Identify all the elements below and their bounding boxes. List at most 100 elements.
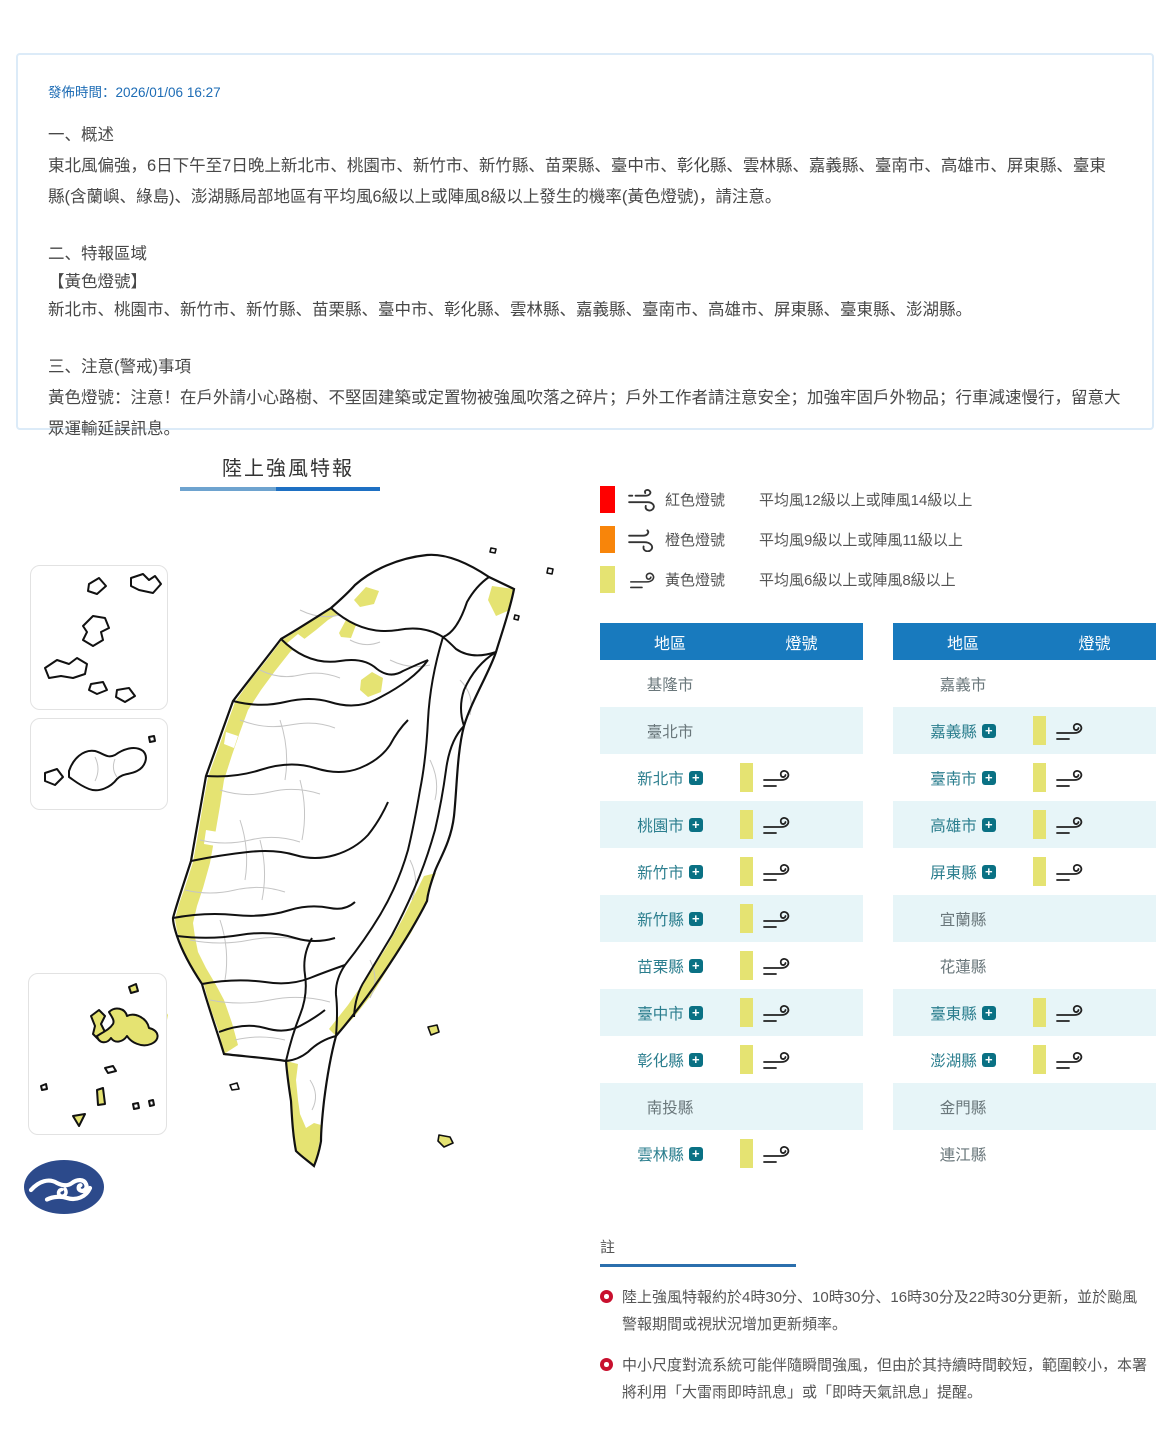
expand-plus-icon[interactable] (981, 1052, 996, 1067)
expand-plus-icon[interactable] (981, 817, 996, 832)
orange-signal-chip (600, 526, 615, 553)
table-row[interactable]: 屏東縣 (893, 848, 1156, 895)
region-name: 基隆市 (646, 676, 694, 694)
publish-time: 發佈時間：2026/01/06 16:27 (48, 85, 221, 100)
wind-icon (763, 1051, 790, 1069)
signal-cell (1033, 716, 1084, 745)
expand-plus-icon[interactable] (688, 1005, 703, 1020)
notes-list: 陸上強風特報約於4時30分、10時30分、16時30分及22時30分更新，並於颱… (600, 1284, 1152, 1420)
yellow-signal-chip (740, 998, 753, 1027)
header-signal: 燈號 (785, 635, 818, 653)
region-name: 嘉義市 (939, 676, 987, 694)
region-name: 雲林縣 (637, 1146, 684, 1164)
table-row[interactable]: 高雄市 (893, 801, 1156, 848)
table-row[interactable]: 苗栗縣 (600, 942, 863, 989)
wind-icon (1056, 722, 1083, 740)
expand-plus-icon[interactable] (981, 723, 996, 738)
signal-cell (1033, 998, 1084, 1027)
table-row[interactable]: 嘉義縣 (893, 707, 1156, 754)
yellow-signal-chip (740, 763, 753, 792)
legend-row-yellow: 黃色燈號 平均風6級以上或陣風8級以上 (600, 566, 972, 593)
table-row[interactable]: 臺中市 (600, 989, 863, 1036)
signal-cell (1033, 1045, 1084, 1074)
map-title: 陸上強風特報 (222, 458, 354, 480)
table-row[interactable]: 澎湖縣 (893, 1036, 1156, 1083)
signal-cell (740, 998, 791, 1027)
region-name: 屏東縣 (930, 864, 977, 882)
note-item: 中小尺度對流系統可能伴隨瞬間強風，但由於其持續時間較短，範圍較小，本署將利用「大… (600, 1352, 1152, 1406)
table-row[interactable]: 新竹縣 (600, 895, 863, 942)
expand-plus-icon[interactable] (981, 1005, 996, 1020)
yellow-signal-chip (740, 1139, 753, 1168)
region-name: 宜蘭縣 (939, 911, 987, 929)
expand-plus-icon[interactable] (688, 958, 703, 973)
wind-icon (763, 769, 790, 787)
expand-plus-icon[interactable] (981, 770, 996, 785)
legend-row-red: 紅色燈號 平均風12級以上或陣風14級以上 (600, 486, 972, 513)
region-name: 連江縣 (939, 1146, 987, 1164)
section3-title: 三、注意(警戒)事項 (48, 357, 191, 376)
medium-wind-icon (628, 528, 656, 552)
expand-plus-icon[interactable] (688, 864, 703, 879)
table-row[interactable]: 桃園市 (600, 801, 863, 848)
table-header: 地區 燈號 (600, 623, 863, 660)
wind-icon (763, 1004, 790, 1022)
cwa-logo (24, 1160, 104, 1214)
legend-label: 橙色燈號 (665, 532, 726, 549)
signal-cell (740, 904, 791, 933)
expand-plus-icon[interactable] (688, 1052, 703, 1067)
strong-wind-icon (628, 488, 656, 512)
table-row[interactable]: 臺南市 (893, 754, 1156, 801)
section1-body: 東北風偏強，6日下午至7日晚上新北市、桃園市、新竹市、新竹縣、苗栗縣、臺中市、彰… (48, 157, 1106, 207)
expand-plus-icon[interactable] (688, 911, 703, 926)
wind-icon (1056, 1051, 1083, 1069)
signal-cell (740, 857, 791, 886)
region-name: 金門縣 (939, 1099, 987, 1117)
region-name: 臺北市 (646, 723, 694, 741)
section2-body: 新北市、桃園市、新竹市、新竹縣、苗栗縣、臺中市、彰化縣、雲林縣、嘉義縣、臺南市、… (48, 301, 972, 320)
signal-cell (1033, 810, 1084, 839)
township-boundaries (184, 609, 472, 1111)
expand-plus-icon[interactable] (688, 770, 703, 785)
wind-icon (763, 816, 790, 834)
section3-body: 黃色燈號：注意！在戶外請小心路樹、不堅固建築或定置物被強風吹落之碎片；戶外工作者… (48, 388, 1121, 438)
table-row[interactable]: 彰化縣 (600, 1036, 863, 1083)
section1-title: 一、概述 (48, 126, 114, 144)
legend-label: 紅色燈號 (665, 492, 726, 509)
wind-icon (1056, 816, 1083, 834)
yellow-signal-chip (600, 566, 615, 593)
yellow-signal-chip (740, 904, 753, 933)
wind-icon (1056, 769, 1083, 787)
yellow-signal-chip (1033, 716, 1046, 745)
header-region: 地區 (946, 635, 979, 653)
notes-underline (600, 1264, 796, 1267)
table-row[interactable]: 臺東縣 (893, 989, 1156, 1036)
region-name: 彰化縣 (637, 1052, 684, 1070)
taiwan-island (173, 554, 514, 1166)
yellow-signal-chip (1033, 1045, 1046, 1074)
table-row[interactable]: 雲林縣 (600, 1130, 863, 1177)
wind-icon (763, 1145, 790, 1163)
signal-cell (740, 810, 791, 839)
penghu-inset-map (28, 973, 167, 1135)
section2-subtitle: 【黃色燈號】 (48, 272, 147, 291)
expand-plus-icon[interactable] (981, 864, 996, 879)
table-row[interactable]: 新竹市 (600, 848, 863, 895)
wind-icon (1056, 863, 1083, 881)
region-name: 桃園市 (637, 817, 684, 835)
legend-label: 黃色燈號 (665, 572, 726, 589)
yellow-signal-chip (1033, 763, 1046, 792)
wind-icon (763, 863, 790, 881)
table-row[interactable]: 新北市 (600, 754, 863, 801)
yellow-signal-chip (740, 857, 753, 886)
region-name: 高雄市 (930, 817, 977, 835)
table-row: 臺北市 (600, 707, 863, 754)
table-row: 南投縣 (600, 1083, 863, 1130)
signal-cell (1033, 857, 1084, 886)
expand-plus-icon[interactable] (688, 1146, 703, 1161)
expand-plus-icon[interactable] (688, 817, 703, 832)
header-region: 地區 (653, 635, 686, 653)
kinmen-inset-map (30, 718, 168, 810)
table-row: 基隆市 (600, 660, 863, 707)
section2-title: 二、特報區域 (48, 244, 147, 263)
